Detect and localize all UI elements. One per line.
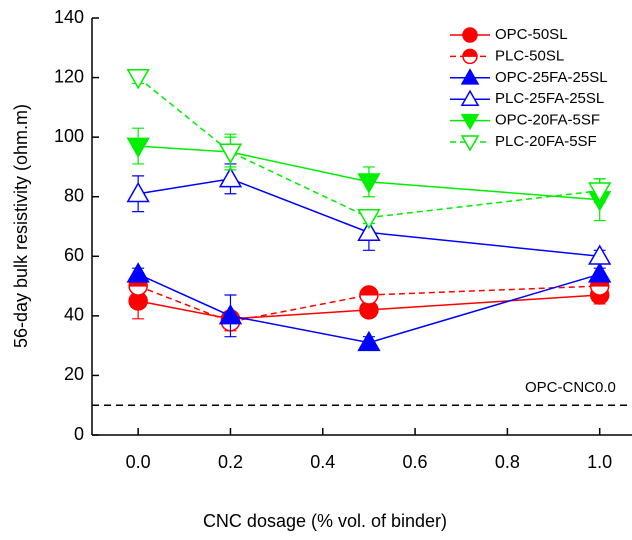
marker-half (359, 285, 379, 296)
x-tick-label: 0.6 (403, 452, 428, 472)
x-axis-label: CNC dosage (% vol. of binder) (203, 511, 447, 531)
series-line (138, 145, 600, 201)
marker (460, 89, 480, 106)
legend-label: OPC-50SL (495, 26, 568, 43)
x-tick-label: 0.4 (310, 452, 335, 472)
marker (357, 173, 381, 194)
x-tick-label: 1.0 (587, 452, 612, 472)
series-line (137, 285, 600, 323)
x-tick-label: 0.8 (495, 452, 520, 472)
marker (460, 113, 480, 131)
legend-label: PLC-50SL (495, 47, 564, 64)
marker (460, 68, 480, 85)
marker (588, 262, 612, 283)
y-tick-label: 40 (64, 305, 84, 325)
marker (218, 143, 243, 164)
series-line (138, 294, 600, 320)
reference-label: OPC-CNC0.0 (525, 379, 616, 396)
marker (462, 27, 478, 43)
marker (357, 220, 381, 241)
marker (126, 137, 150, 158)
y-tick-label: 80 (64, 185, 84, 205)
marker (126, 262, 150, 283)
marker (218, 303, 243, 325)
series-line (137, 76, 600, 219)
marker (588, 182, 612, 203)
x-tick-label: 0.2 (218, 452, 243, 472)
series-line (137, 273, 600, 344)
marker (357, 209, 381, 230)
legend-label: PLC-20FA-5SF (495, 133, 597, 150)
legend-label: PLC-25FA-25SL (495, 90, 604, 107)
series-line (138, 178, 600, 258)
marker-half (462, 48, 478, 57)
y-tick-label: 20 (64, 364, 84, 384)
legend-label: OPC-20FA-5SF (495, 112, 600, 129)
x-tick-label: 0.0 (126, 452, 151, 472)
marker (218, 166, 243, 188)
marker (126, 69, 150, 90)
marker (126, 181, 150, 203)
y-tick-label: 120 (54, 66, 84, 86)
y-axis-label: 56-day bulk resistivity (ohm.m) (11, 104, 31, 348)
marker (588, 244, 612, 265)
legend-label: OPC-25FA-25SL (495, 69, 608, 86)
marker (357, 330, 381, 352)
y-tick-label: 140 (54, 7, 84, 27)
marker (460, 135, 480, 152)
y-tick-label: 100 (54, 126, 84, 146)
y-tick-label: 0 (74, 424, 84, 444)
y-tick-label: 60 (64, 245, 84, 265)
